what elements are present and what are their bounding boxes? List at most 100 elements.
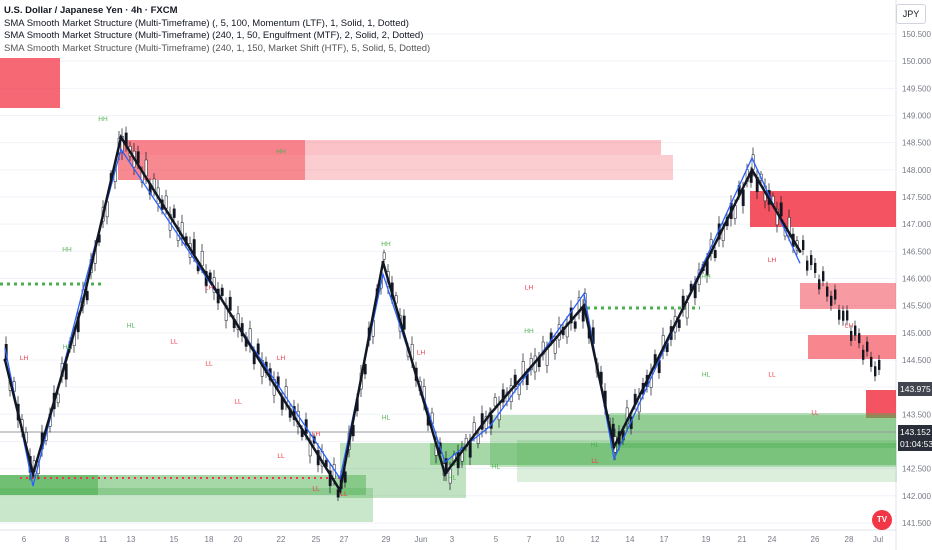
y-tick-label: 149.500: [902, 84, 931, 93]
y-tick-label: 149.000: [902, 111, 931, 120]
y-tick-label: 146.000: [902, 274, 931, 283]
structure-label: HH: [524, 328, 534, 335]
structure-label: HL: [702, 371, 711, 378]
candle-body: [85, 291, 89, 301]
structure-label: LH: [277, 355, 286, 362]
candle-body: [172, 208, 176, 218]
structure-point: [750, 168, 754, 172]
candle-body: [834, 289, 837, 300]
structure-label: LL: [768, 371, 776, 378]
x-tick-label: 11: [99, 535, 108, 544]
last-price-tag: 143.152 01:04:53: [898, 425, 932, 451]
structure-label: HH: [62, 246, 72, 253]
structure-label: LL: [811, 409, 819, 416]
structure-zone: [800, 283, 896, 309]
candle-body: [565, 322, 569, 338]
structure-label: LL: [234, 398, 242, 405]
structure-zone: [517, 440, 897, 482]
candle-body: [806, 260, 809, 271]
candle-body: [741, 189, 745, 206]
structure-point: [31, 472, 35, 476]
structure-label: LH: [768, 257, 777, 264]
x-tick-label: 5: [494, 535, 499, 544]
x-tick-label: 17: [660, 535, 669, 544]
structure-label: HH: [98, 116, 108, 123]
structure-zone: [118, 155, 673, 180]
candle-body: [846, 310, 849, 321]
structure-label: HH: [701, 273, 711, 280]
y-tick-label: 148.000: [902, 166, 931, 175]
htf-structure-line: [3, 133, 802, 494]
candle-body: [468, 441, 472, 458]
x-tick-label: 27: [340, 535, 349, 544]
x-tick-label: 3: [450, 535, 455, 544]
candle-body: [854, 325, 857, 336]
structure-label: LL: [277, 453, 285, 460]
x-tick-label: 26: [811, 535, 820, 544]
x-tick-label: 28: [845, 535, 854, 544]
candle-body: [818, 279, 821, 290]
bar-countdown: 01:04:53: [900, 439, 932, 449]
candle-body: [878, 359, 881, 370]
x-tick-label: 12: [591, 535, 600, 544]
structure-zone: [490, 415, 896, 467]
y-tick-label: 141.500: [902, 519, 931, 528]
x-tick-label: 24: [768, 535, 777, 544]
candle-body: [573, 321, 577, 329]
candle-body: [810, 255, 813, 266]
candle-body: [838, 309, 841, 320]
candle-body: [842, 310, 845, 321]
x-tick-label: 10: [556, 535, 565, 544]
structure-label: LL: [591, 458, 599, 465]
y-tick-label: 142.500: [902, 465, 931, 474]
candle-body: [56, 393, 60, 404]
structure-label: LH: [845, 322, 854, 329]
candle-body: [874, 366, 877, 377]
x-tick-label: Jul: [873, 535, 883, 544]
structure-point: [582, 304, 586, 308]
y-tick-label: 143.500: [902, 410, 931, 419]
candle-body: [866, 341, 869, 352]
x-tick-label: 13: [127, 535, 136, 544]
candle-body: [228, 296, 232, 311]
x-tick-label: 20: [234, 535, 243, 544]
currency-selector[interactable]: JPY: [896, 4, 926, 24]
y-tick-label: 150.500: [902, 30, 931, 39]
x-tick-label: 6: [22, 535, 27, 544]
structure-zone: [118, 140, 661, 155]
y-tick-label: 150.000: [902, 57, 931, 66]
symbol-title[interactable]: U.S. Dollar / Japanese Yen · 4h · FXCM: [4, 5, 178, 16]
candle-body: [236, 313, 240, 330]
candle-body: [870, 356, 873, 367]
candle-body: [814, 262, 817, 273]
structure-label: LL: [205, 360, 213, 367]
x-tick-label: 29: [382, 535, 391, 544]
indicator-legend-htf[interactable]: SMA Smooth Market Structure (Multi-Timef…: [4, 42, 431, 54]
x-tick-label: 15: [170, 535, 179, 544]
last-price-value: 143.152: [900, 427, 931, 437]
structure-label: LH: [205, 284, 214, 291]
y-tick-label: 144.500: [902, 356, 931, 365]
candle-body: [553, 339, 557, 354]
structure-zone: [430, 443, 896, 465]
y-tick-label: 146.500: [902, 247, 931, 256]
candle-body: [402, 315, 406, 330]
tradingview-logo-icon[interactable]: TV: [872, 510, 892, 530]
structure-zone: [0, 58, 60, 108]
structure-point: [381, 260, 385, 264]
candle-body: [545, 349, 549, 366]
indicator-legend-mtf[interactable]: SMA Smooth Market Structure (Multi-Timef…: [4, 30, 424, 41]
candle-body: [802, 240, 805, 251]
structure-label: HL: [63, 344, 72, 351]
x-tick-label: 7: [527, 535, 532, 544]
indicator-legend-ltf[interactable]: SMA Smooth Market Structure (Multi-Timef…: [4, 17, 409, 29]
y-tick-label: 145.500: [902, 302, 931, 311]
candle-body: [569, 307, 573, 324]
candle-body: [549, 332, 553, 342]
structure-zone: [0, 475, 98, 495]
candle-body: [830, 295, 833, 306]
structure-zone: [118, 140, 305, 180]
candle-body: [685, 302, 689, 319]
